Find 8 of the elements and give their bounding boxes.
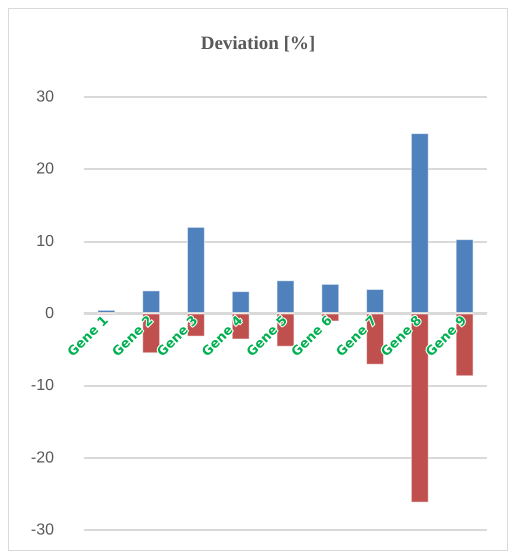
y-tick-label: 10 xyxy=(36,232,54,250)
y-tick-label: -10 xyxy=(30,377,54,394)
y-tick-label: 30 xyxy=(36,88,54,106)
chart-title: Deviation [%] xyxy=(200,33,316,54)
y-tick-label: -20 xyxy=(30,449,54,466)
y-tick-label: 20 xyxy=(36,160,54,178)
y-tick-label: -30 xyxy=(30,522,54,538)
y-tick-label: 0 xyxy=(45,305,54,322)
